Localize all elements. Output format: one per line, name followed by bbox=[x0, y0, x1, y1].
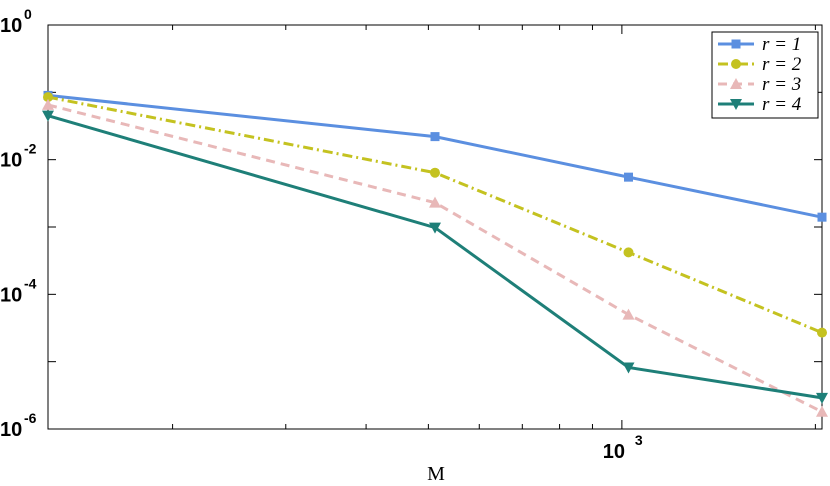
series-3 bbox=[42, 98, 828, 417]
y-tick-label-exponent: -4 bbox=[24, 275, 37, 291]
y-tick-label-exponent: -2 bbox=[24, 141, 37, 157]
legend-label: r = 1 bbox=[762, 34, 801, 55]
legend-marker bbox=[730, 99, 742, 110]
x-tick-label-exponent: 3 bbox=[635, 432, 643, 448]
legend: r = 1r = 2r = 3r = 4 bbox=[711, 31, 819, 119]
series-4 bbox=[42, 110, 828, 404]
legend-label: r = 2 bbox=[762, 54, 802, 75]
data-point bbox=[623, 247, 634, 258]
data-point bbox=[43, 92, 53, 103]
series-layer bbox=[42, 90, 828, 417]
series-2 bbox=[43, 92, 827, 338]
legend-marker bbox=[730, 78, 742, 89]
data-point bbox=[816, 392, 828, 404]
data-point bbox=[817, 327, 827, 338]
data-point bbox=[430, 132, 440, 142]
data-point bbox=[622, 362, 635, 374]
data-point bbox=[817, 212, 827, 222]
x-tick-label: 10 bbox=[603, 441, 625, 463]
data-point bbox=[429, 222, 441, 234]
legend-label: r = 3 bbox=[762, 74, 801, 95]
x-axis-label: M bbox=[427, 463, 445, 485]
y-tick-label: 10 bbox=[0, 419, 22, 441]
y-tick-label-exponent: -6 bbox=[24, 410, 37, 426]
data-point bbox=[42, 98, 54, 110]
legend-label: r = 4 bbox=[762, 94, 802, 115]
data-point bbox=[429, 196, 441, 208]
legend-marker bbox=[731, 39, 741, 49]
data-point bbox=[430, 167, 440, 178]
data-point bbox=[622, 308, 635, 320]
legend-marker bbox=[731, 59, 741, 69]
data-point bbox=[816, 405, 828, 417]
series-line bbox=[47, 103, 823, 414]
y-tick-label-exponent: 0 bbox=[24, 6, 32, 22]
y-tick-label: 10 bbox=[0, 15, 22, 37]
y-tick-label: 10 bbox=[0, 150, 22, 172]
data-point bbox=[624, 172, 633, 182]
series-line bbox=[47, 93, 823, 219]
series-line bbox=[47, 95, 823, 335]
y-tick-label: 10 bbox=[0, 284, 22, 306]
data-point bbox=[42, 110, 54, 122]
series-line bbox=[47, 114, 823, 400]
